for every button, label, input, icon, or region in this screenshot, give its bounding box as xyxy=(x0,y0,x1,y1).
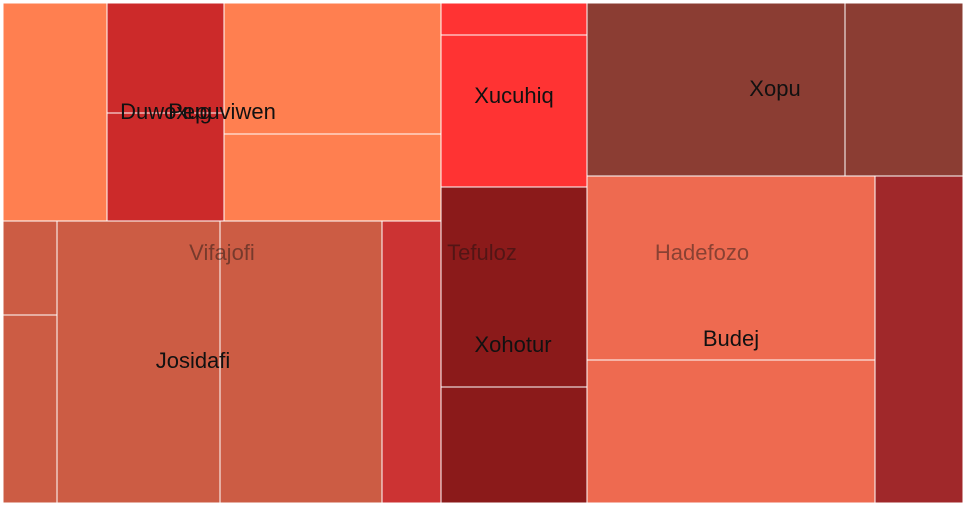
treemap-cell xyxy=(440,386,588,504)
treemap-cell xyxy=(440,2,588,36)
treemap-cell xyxy=(56,220,221,504)
label-pepuviwen: Pepuviwen xyxy=(168,99,276,124)
treemap-labels: Duwoxug Pepuviwen Xucuhiq Xopu Vifajofi … xyxy=(120,76,801,373)
treemap-cell xyxy=(223,2,442,135)
label-xopu: Xopu xyxy=(749,76,800,101)
treemap-cell xyxy=(440,186,588,388)
treemap-cell xyxy=(440,34,588,188)
treemap-cell xyxy=(586,2,846,177)
treemap-cell xyxy=(844,2,964,177)
treemap-cell xyxy=(586,359,876,504)
treemap-cell xyxy=(874,175,964,504)
treemap-cell xyxy=(106,2,225,114)
treemap-cell xyxy=(381,220,442,504)
treemap-cell xyxy=(586,175,876,361)
treemap-cell xyxy=(106,112,225,222)
treemap-cell xyxy=(223,133,442,222)
label-tefuloz: Tefuloz xyxy=(447,240,517,265)
label-xucuhiq: Xucuhiq xyxy=(474,83,554,108)
label-xohotur: Xohotur xyxy=(474,332,551,357)
treemap-cell xyxy=(2,220,58,316)
treemap-cell xyxy=(219,220,383,504)
label-vifajofi: Vifajofi xyxy=(189,240,255,265)
label-josidafi: Josidafi xyxy=(156,348,231,373)
treemap-cell xyxy=(2,2,108,222)
label-budej: Budej xyxy=(703,326,759,351)
label-duwoxug: Duwoxug xyxy=(120,99,212,124)
label-hadefozo: Hadefozo xyxy=(655,240,749,265)
treemap-cell xyxy=(2,314,58,504)
